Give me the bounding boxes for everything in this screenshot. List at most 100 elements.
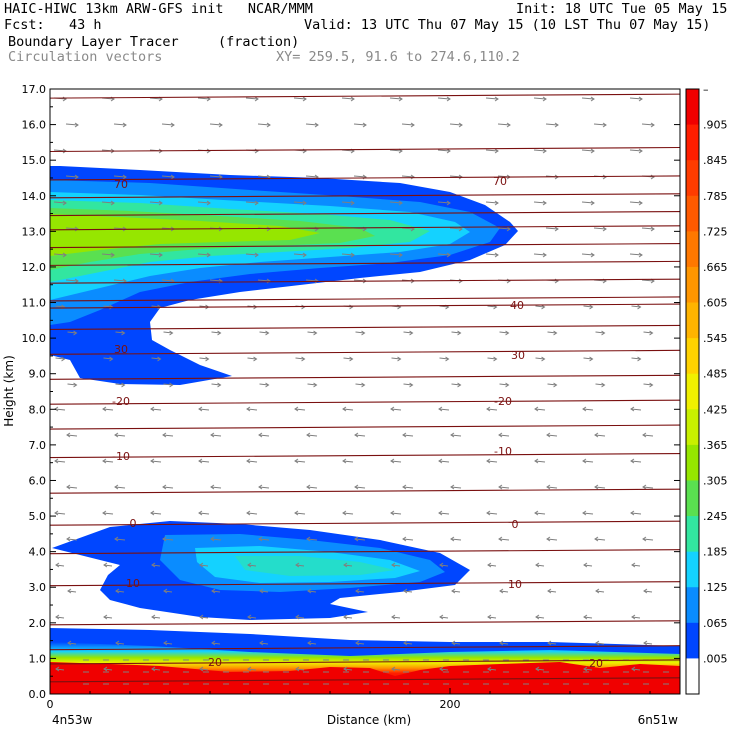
circulation-vector [581,96,595,102]
circulation-vector [65,174,79,180]
circulation-vector [343,304,354,310]
circulation-vector [114,484,126,490]
y-tick-label: 17.0 [22,83,47,96]
contour-label: -10 [112,450,130,463]
circulation-vector [259,330,270,336]
contour-line [50,193,680,199]
circulation-vector [643,640,653,646]
circulation-vector [67,588,77,594]
circulation-vector [245,96,259,102]
colorbar-swatch [686,444,699,481]
circulation-vector [595,382,606,388]
circulation-vector [65,278,79,284]
circulation-vector [355,330,366,336]
contour-line [50,581,680,587]
circulation-vector [307,382,318,388]
circulation-vector [258,536,270,542]
circulation-vector [103,666,113,672]
x-tick-label: 0 [47,698,54,711]
circulation-vector [497,122,511,128]
colorbar-swatch [686,89,699,126]
circulation-vector [149,252,163,258]
circulation-vector [341,96,355,102]
circulation-vector [582,406,594,412]
y-tick-label: 7.0 [29,439,47,452]
contour-line [50,349,680,355]
circulation-vector [401,174,415,180]
circulation-vector [631,356,642,362]
circulation-vector [343,614,353,620]
circulation-vector [66,432,78,438]
field-units: (fraction) [218,34,300,50]
circulation-vector [247,356,258,362]
colorbar-label: .905 [703,119,728,132]
circulation-vector [247,562,257,568]
circulation-vector [547,382,558,388]
circulation-vector [402,536,414,542]
colorbar-swatch [686,409,699,446]
circulation-vector [593,226,607,232]
circulation-vector [354,432,366,438]
circulation-vector [55,562,65,568]
circulation-vector [197,96,211,102]
circulation-vector [245,200,259,206]
circulation-vector [54,510,66,516]
circulation-vector [210,536,222,542]
colorbar-swatch [686,658,699,695]
colorbar-label: .185 [703,546,728,559]
circulation-vector [209,122,223,128]
contour-line [50,424,680,430]
circulation-vector [401,122,415,128]
colorbar-swatch [686,338,699,375]
contour-label: 0 [130,517,137,530]
circulation-vector [486,458,498,464]
circulation-vector [246,510,258,516]
colorbar-swatch [686,266,699,304]
contour-line [50,453,680,459]
colorbar-label: .425 [703,403,728,416]
colorbar-swatch [686,231,699,268]
circulation-vector [103,562,113,568]
circulation-vector [343,356,354,362]
circulation-vector [487,562,497,568]
circulation-vector [163,640,173,646]
colorbar-label: .125 [703,581,728,594]
circulation-vector [439,614,449,620]
circulation-vector [449,122,463,128]
circulation-vector [115,330,126,336]
circulation-vector [211,382,222,388]
colorbar-label: .665 [703,261,728,274]
y-tick-label: 6.0 [29,474,47,487]
circulation-vector [437,148,451,154]
tracer-field [50,93,680,694]
circulation-vector [294,510,306,516]
circulation-vector [211,588,221,594]
circulation-vector [485,148,499,154]
colorbar-swatch [686,551,699,588]
circulation-vector [295,614,305,620]
circulation-vector [389,96,403,102]
circulation-vector [595,330,606,336]
circulation-vector [583,666,593,672]
circulation-vector [499,640,509,646]
y-tick-label: 1.0 [29,652,47,665]
circulation-vector [594,536,606,542]
circulation-vector [343,562,353,568]
circulation-vector [295,356,306,362]
circulation-vector [293,252,307,258]
circulation-vector [258,484,270,490]
circulation-vector [545,122,559,128]
circulation-vector [437,252,451,258]
circulation-vector [642,536,654,542]
circulation-vector [390,406,402,412]
circulation-vector [391,614,401,620]
circulation-vector [485,200,499,206]
circulation-vector [65,122,79,128]
colorbar-swatch [686,373,699,410]
colorbar-swatch [686,124,699,161]
circulation-vector [113,174,127,180]
circulation-vector [103,304,114,310]
circulation-vector [547,330,558,336]
circulation-vector [53,200,67,206]
